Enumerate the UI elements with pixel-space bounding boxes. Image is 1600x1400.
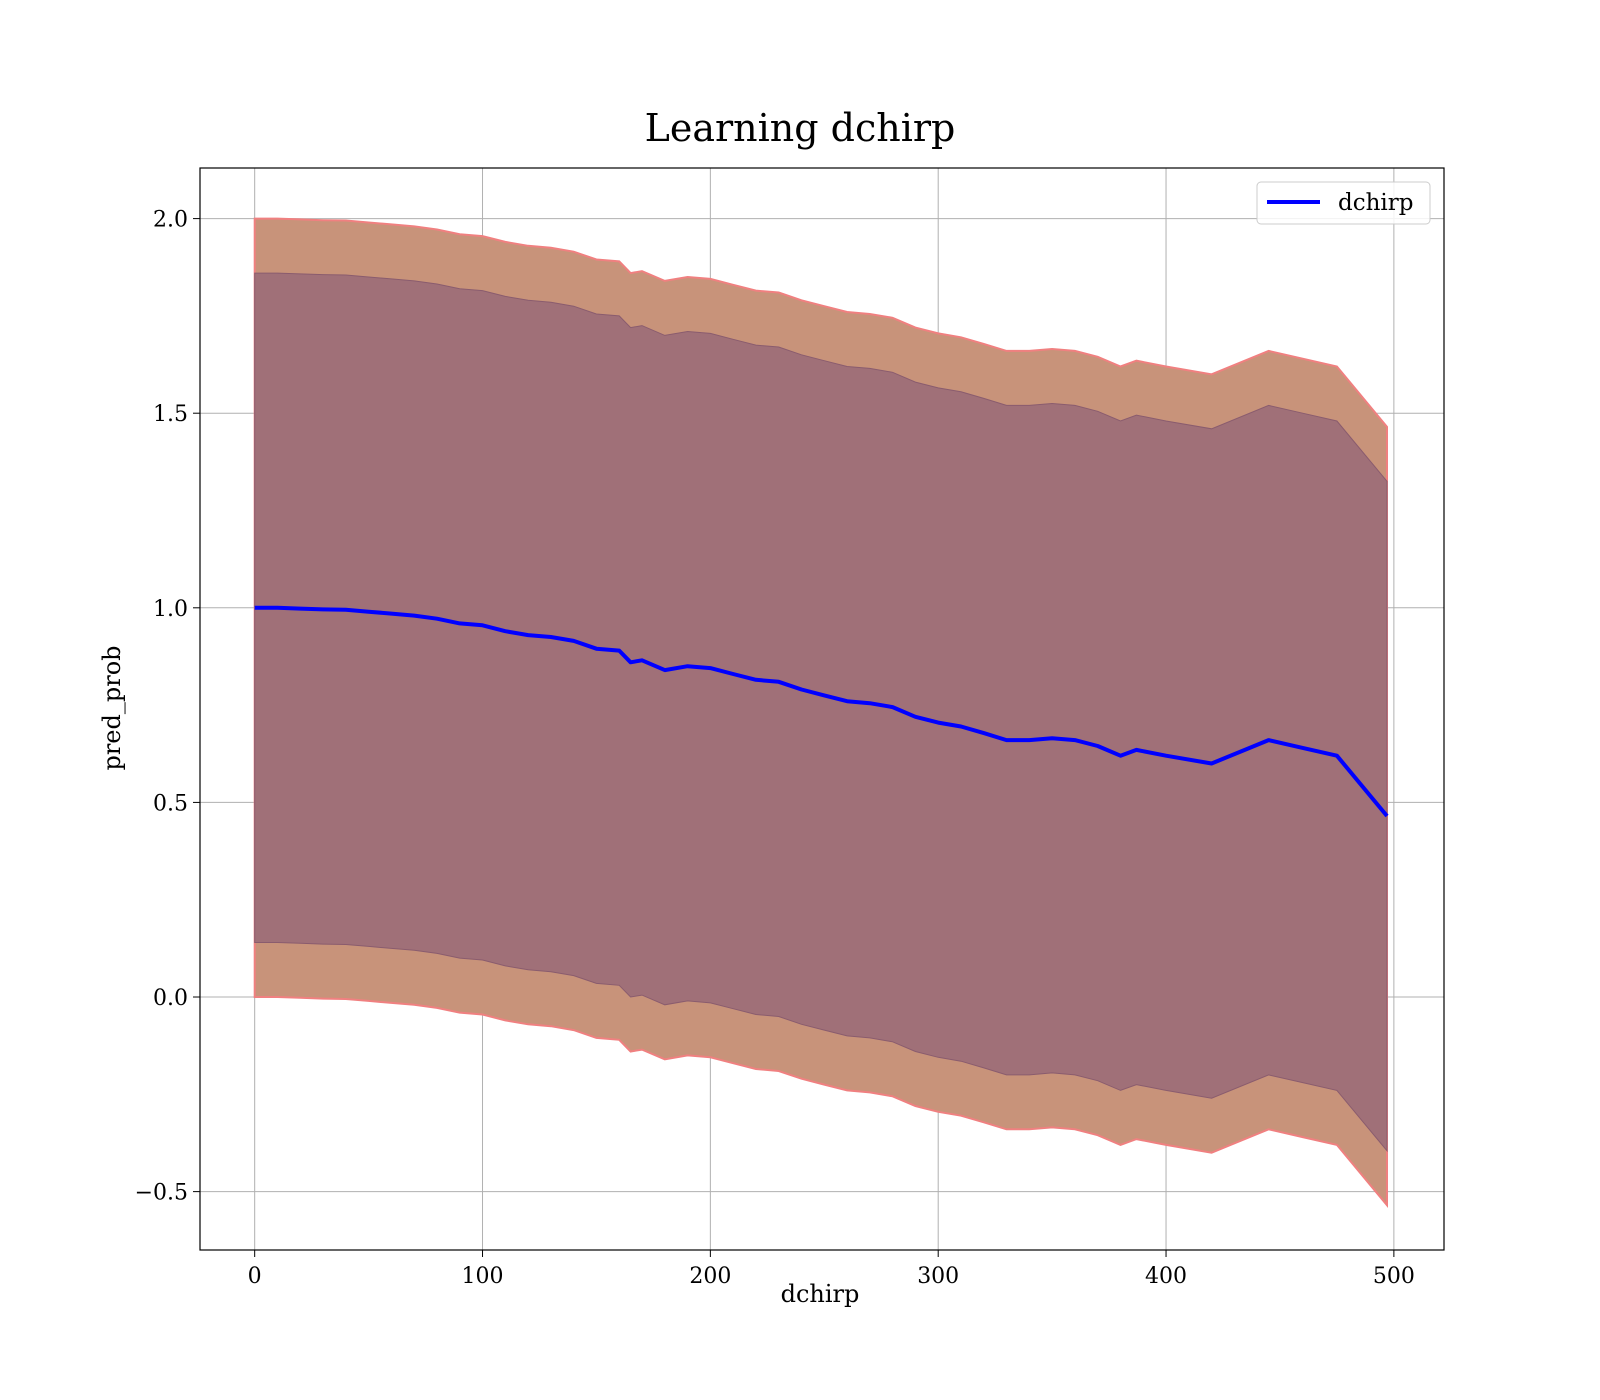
confidence-bands [253, 217, 1388, 1208]
y-tick-label: −0.5 [135, 1181, 188, 1206]
plot-area-frame [199, 167, 1445, 1251]
x-tick-label: 400 [1145, 1264, 1187, 1289]
x-axis-label: dchirp [781, 1280, 860, 1308]
series-line-dchirp [254, 605, 1389, 818]
legend-label-dchirp: dchirp [1338, 190, 1414, 216]
series-lines [254, 605, 1389, 818]
axis-ticks: 0 100 200 300 400 500 −0.5 0.0 0.5 1.0 1.5 2.0 [135, 208, 1415, 1289]
x-tick-label: 200 [689, 1264, 731, 1289]
inner-band [254, 272, 1388, 1153]
x-tick-label: 500 [1373, 1264, 1415, 1289]
y-tick-label: 1.0 [153, 597, 188, 622]
y-tick-label: 0.0 [153, 986, 188, 1011]
y-tick-label: 0.5 [153, 791, 188, 816]
x-tick-label: 100 [462, 1264, 504, 1289]
x-tick-label: 300 [917, 1264, 959, 1289]
legend: dchirp [1256, 181, 1431, 225]
chart-title: Learning dchirp [645, 106, 956, 150]
legend-box [1256, 181, 1431, 225]
x-tick-label: 0 [248, 1264, 262, 1289]
y-axis-label: pred_prob [98, 645, 126, 770]
y-tick-label: 2.0 [153, 208, 188, 233]
y-tick-label: 1.5 [153, 402, 188, 427]
